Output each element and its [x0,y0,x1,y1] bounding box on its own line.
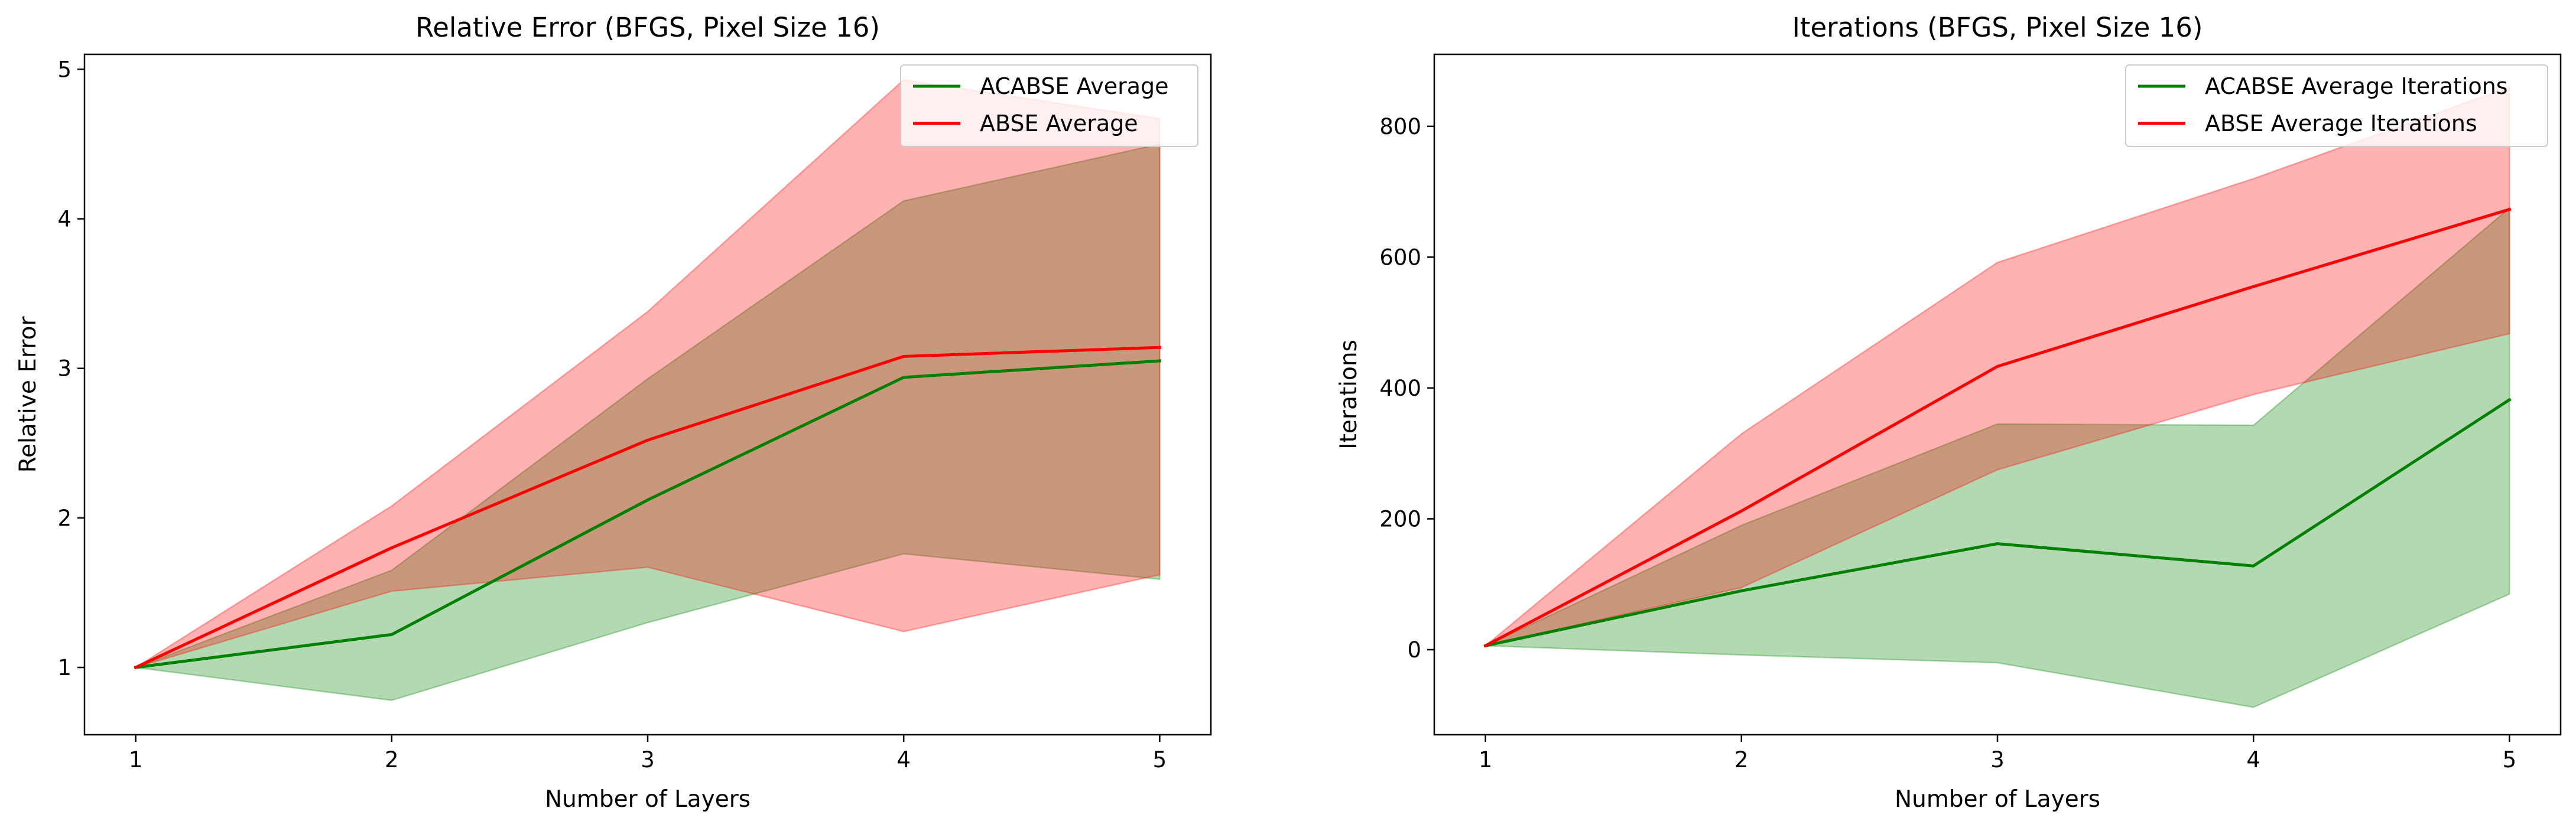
lines [134,346,1162,670]
x-tick-label: 5 [2503,747,2517,773]
line-acabse-average-iterations [1483,397,2512,648]
y-tick-label: 200 [1379,506,1421,532]
y-tick-label: 1 [57,655,72,680]
x-axis-label: Number of Layers [545,786,751,813]
legend-box [2125,64,2548,147]
chart-title: Relative Error (BFGS, Pixel Size 16) [415,12,880,43]
x-tick-label: 2 [385,747,399,773]
legend-label-acabse-iterations: ACABSE Average Iterations [2205,73,2508,99]
x-tick-label: 3 [1990,747,2005,773]
y-tick-label: 600 [1379,245,1421,270]
y-tick-label: 4 [57,207,72,232]
line-abse-average [134,346,1161,670]
y-axis-label: Relative Error [15,316,41,473]
y-ticks: 0 200 400 600 800 [1379,114,1434,663]
line-acabse-average [134,359,1162,669]
x-tick-label: 3 [641,747,655,773]
y-tick-label: 5 [57,57,72,82]
x-tick-label: 4 [896,747,911,773]
legend: ACABSE Average ABSE Average [900,64,1198,147]
y-tick-label: 2 [57,506,72,531]
line-abse-average-iterations [1483,207,2512,648]
legend-label-abse: ABSE Average [980,110,1138,136]
y-ticks: 1 2 3 4 5 [57,57,85,680]
x-tick-label: 1 [129,747,143,773]
x-tick-label: 5 [1153,747,1167,773]
legend: ACABSE Average Iterations ABSE Average I… [2125,64,2548,147]
chart-iterations: 1 2 3 4 5 0 200 400 600 800 Iterations (BFGS, Pi… [1336,12,2562,813]
legend-box [900,64,1198,147]
y-tick-label: 400 [1379,376,1421,401]
x-tick-label: 4 [2246,747,2260,773]
legend-label-acabse: ACABSE Average [980,73,1169,99]
chart-title: Iterations (BFGS, Pixel Size 16) [1792,12,2203,43]
x-axis-label: Number of Layers [1895,786,2100,813]
lines [1483,207,2512,648]
y-tick-label: 0 [1407,637,1421,663]
chart-relative-error: 1 2 3 4 5 1 2 3 4 5 Relative Error (BFGS, Pixel … [15,12,1212,813]
x-ticks: 1 2 3 4 5 [129,735,1167,773]
y-axis-label: Iterations [1336,340,1362,449]
bands [135,79,1161,702]
x-tick-label: 2 [1734,747,1749,773]
y-tick-label: 3 [57,356,72,382]
x-ticks: 1 2 3 4 5 [1479,735,2516,773]
x-tick-label: 1 [1479,747,1493,773]
legend-label-abse-iterations: ABSE Average Iterations [2205,110,2477,136]
y-tick-label: 800 [1379,114,1421,139]
